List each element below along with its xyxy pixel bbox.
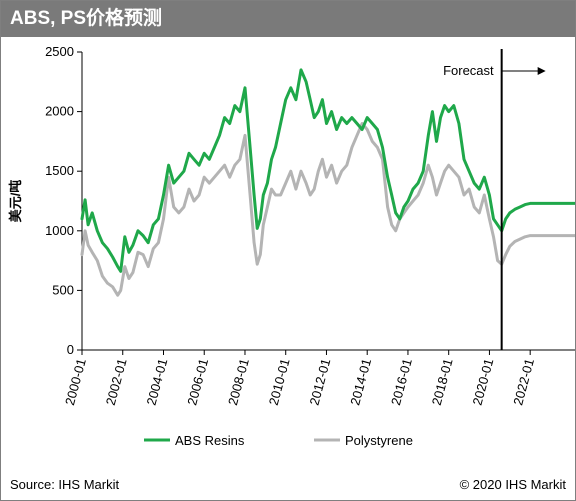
x-tick-label: 2006-01	[184, 357, 211, 407]
legend-label: ABS Resins	[175, 433, 245, 448]
x-tick-label: 2016-01	[388, 357, 415, 407]
title-bar: ABS, PS价格预测	[1, 1, 575, 37]
copyright-note: © 2020 IHS Markit	[459, 477, 566, 492]
x-tick-label: 2018-01	[429, 357, 456, 407]
x-tick-label: 2010-01	[266, 357, 293, 407]
x-tick-label: 2008-01	[225, 357, 252, 407]
legend-label: Polystyrene	[345, 433, 413, 448]
x-tick-label: 2000-01	[62, 357, 89, 407]
forecast-arrow-head	[537, 67, 546, 75]
chart-title: ABS, PS价格预测	[10, 8, 163, 29]
x-tick-label: 2022-01	[510, 357, 537, 407]
series-line	[80, 122, 575, 297]
y-tick-label: 2000	[45, 104, 74, 119]
y-axis-label: 美元/吨	[8, 180, 23, 223]
line-chart: 0 500 1000 1500 2000 2500 美元/吨 2000-01 2002-01 20…	[8, 44, 575, 448]
y-tick-label: 1000	[45, 223, 74, 238]
forecast-label: Forecast	[443, 63, 494, 78]
source-note: Source: IHS Markit	[10, 477, 120, 492]
x-tick-label: 2014-01	[347, 357, 374, 407]
y-tick-label: 2500	[45, 44, 74, 59]
x-tick-label: 2002-01	[103, 357, 130, 407]
y-tick-label: 1500	[45, 163, 74, 178]
x-tick-label: 2012-01	[307, 357, 334, 407]
y-tick-label: 0	[67, 342, 74, 357]
x-tick-label: 2020-01	[469, 357, 496, 407]
x-tick-label: 2004-01	[144, 357, 171, 407]
series-line	[80, 68, 575, 273]
y-tick-label: 500	[52, 282, 74, 297]
